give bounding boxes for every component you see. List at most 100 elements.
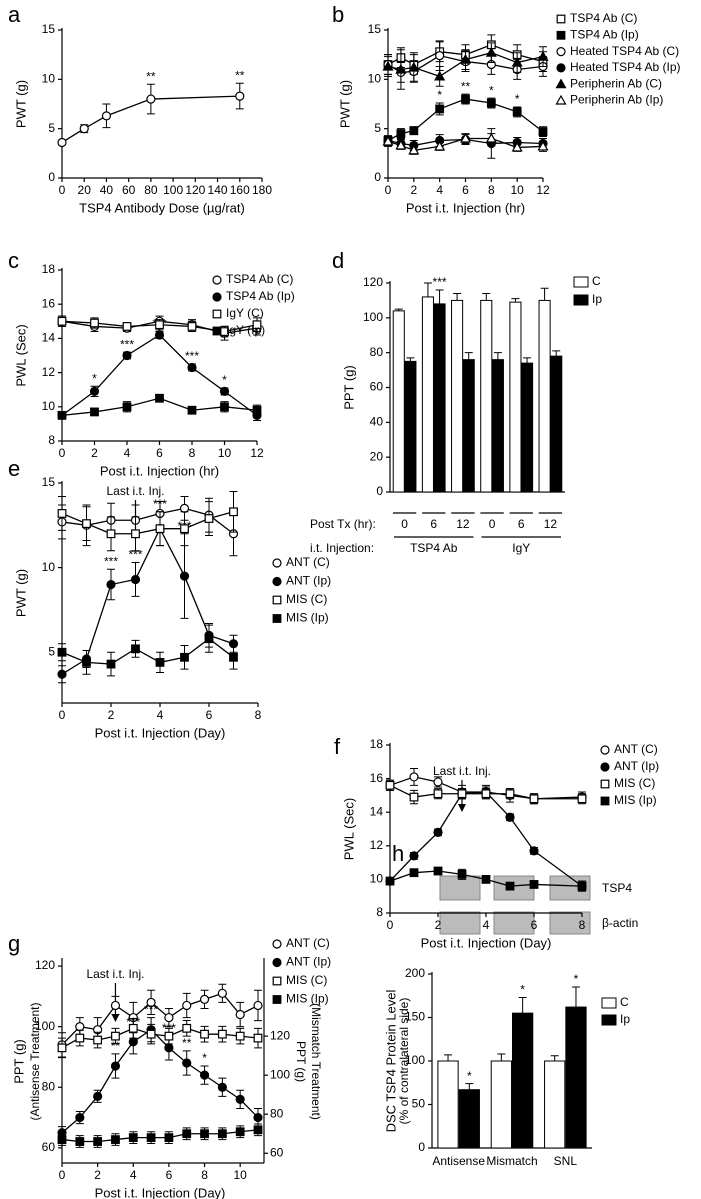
y-tick-label: 100 [363,310,383,324]
data-point [529,794,539,804]
y-tick-label: 60 [42,1140,56,1154]
significance-label: *** [153,497,167,511]
data-point [164,1012,174,1023]
data-point [204,634,214,644]
x-tick-label: SNL [554,1154,578,1168]
error-bar [552,350,561,357]
data-point [395,63,407,74]
x-tick-label: 12 [250,446,264,460]
y-tick-label: 150 [405,1010,425,1024]
data-point [537,50,549,61]
x-axis-label: Post i.t. Injection (Day) [95,1185,226,1199]
panel-letter: c [8,248,19,273]
x-tick-label: 6 [531,918,538,932]
y-tick-label: 120 [35,958,55,972]
data-point [180,652,189,662]
blot-label: TSP4 [602,881,632,895]
legend-swatch [601,1014,617,1026]
significance-label: * [489,83,494,97]
arrow-head [458,804,466,812]
legend-marker [600,762,610,772]
data-point [130,574,141,585]
significance-label: ** [146,69,156,83]
y-axis-label: (% of contralateral side) [397,998,411,1125]
data-point [409,851,419,861]
panel-letter: d [332,248,344,273]
significance-label: * [520,983,525,997]
data-point [512,107,522,117]
data-point [537,140,549,151]
legend-label: MIS (Ip) [286,611,329,625]
y-axis-label: PWT (g) [337,80,352,128]
data-point [434,140,446,151]
legend-marker [556,14,566,24]
y-tick-label: 15 [368,22,382,36]
data-point [111,1031,120,1041]
legend-label: MIS (Ip) [614,793,657,807]
significance-label: * [202,1051,207,1065]
data-point [505,812,515,822]
y-tick-label: 0 [374,170,381,184]
y-tick-label: 0 [376,484,383,498]
x-tick-label: 8 [201,1168,208,1182]
blot-band [493,911,535,935]
legend-marker [272,614,282,623]
y-tick-label: 15 [42,475,56,489]
data-point [106,659,116,669]
x-tick-label: 2 [108,708,115,722]
legend-marker [212,309,222,319]
data-point [187,362,197,373]
legend-marker [272,939,282,949]
data-point [122,402,132,412]
y-axis-label: PPT (g) [341,365,356,410]
data-point [106,529,116,539]
y-tick-label: 12 [370,838,384,852]
series-line [61,527,234,675]
data-point [229,507,238,517]
legend-swatch [573,294,589,306]
bar [544,1060,566,1149]
legend-label: Peripherin Ab (Ip) [570,93,663,107]
x-axis-label: Post i.t. Injection (hr) [406,200,525,215]
x-tick-label: 80 [144,183,158,197]
significance-label: * [92,371,97,385]
data-point [434,70,446,81]
data-point [57,316,67,326]
data-point [511,141,523,152]
x-tick-label: 0 [387,918,394,932]
blot-band [549,911,591,935]
data-point [486,98,496,108]
blot-band [439,875,481,901]
x-tick-label: 8 [255,708,262,722]
y-tick-label: 15 [42,22,56,36]
legend-marker [272,957,282,968]
y-tick-label: 8 [376,905,383,919]
y-tick-label: 8 [48,433,55,447]
data-point [220,402,229,412]
legend-label: MIS (C) [286,592,327,606]
legend-label: ANT (C) [286,936,330,950]
data-point [529,846,539,856]
data-point [179,503,190,513]
legend-label: ANT (Ip) [286,955,331,969]
data-point [122,322,132,331]
legend-marker [600,796,610,806]
data-point [408,61,420,72]
data-point [75,1112,85,1123]
data-point [511,56,523,67]
data-point [110,1000,121,1011]
y2-tick-label: 80 [270,1106,284,1120]
error-bar [550,1055,559,1061]
data-point [200,1129,209,1139]
y-tick-label: 14 [42,331,56,345]
x-tick-label: 10 [218,446,232,460]
significance-label: ** [461,79,471,93]
legend-label: Ip [592,292,602,306]
x-tick-label: 10 [234,1168,248,1182]
bar [538,299,551,493]
legend-swatch [573,276,589,288]
data-point [459,53,472,64]
y2-tick-label: 100 [270,1067,290,1081]
y-tick-label: 40 [370,415,384,429]
y-tick-label: 18 [370,737,384,751]
